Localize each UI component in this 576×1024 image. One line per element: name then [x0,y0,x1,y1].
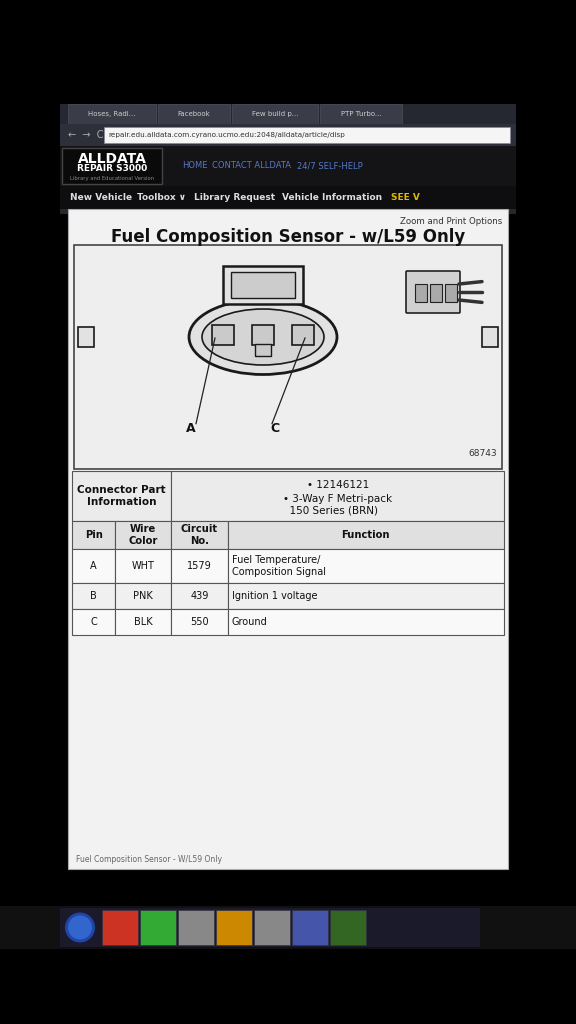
Bar [60,186,516,209]
Bar [231,271,295,298]
Text: 1579: 1579 [187,561,212,571]
Text: Circuit
No.: Circuit No. [181,524,218,546]
Bar [72,549,115,583]
Bar [104,127,510,143]
Text: B: B [90,591,97,601]
Text: Few build p...: Few build p... [252,111,298,117]
Text: Zoom and Print Options: Zoom and Print Options [400,217,502,226]
Text: • 12146121: • 12146121 [306,480,369,490]
Bar [102,910,138,945]
Bar [60,104,516,214]
Text: ALLDATA: ALLDATA [78,152,146,166]
Bar [216,910,252,945]
Text: Fuel Composition Sensor - W/L59 Only: Fuel Composition Sensor - W/L59 Only [76,854,222,863]
Text: SEE V: SEE V [391,193,420,202]
FancyBboxPatch shape [406,271,460,313]
Bar [60,124,516,146]
Text: repair.edu.alldata.com.cyrano.ucmo.edu:2048/alldata/article/disp: repair.edu.alldata.com.cyrano.ucmo.edu:2… [108,132,345,138]
Ellipse shape [189,299,337,375]
Text: A: A [186,422,196,435]
Circle shape [65,912,95,942]
Bar [140,910,176,945]
Text: New Vehicle: New Vehicle [70,193,132,202]
Text: 24/7 SELF-HELP: 24/7 SELF-HELP [297,162,363,171]
Bar [292,325,314,345]
Text: C: C [90,617,97,627]
Text: Library and Educational Version: Library and Educational Version [70,175,154,180]
Text: PNK: PNK [134,591,153,601]
Bar [292,910,328,945]
Bar [74,245,502,469]
Bar [252,325,274,345]
Text: 439: 439 [190,591,209,601]
Text: Library Request: Library Request [194,193,275,202]
Bar [60,146,516,186]
Bar [115,549,172,583]
Circle shape [68,915,92,939]
Bar [115,609,172,635]
Text: Fuel Temperature/
Composition Signal: Fuel Temperature/ Composition Signal [232,555,325,577]
Bar [430,284,442,302]
Bar [415,284,427,302]
Text: Wire
Color: Wire Color [128,524,158,546]
Bar [0,906,576,949]
Bar [72,583,115,609]
Text: 550: 550 [190,617,209,627]
Bar [228,549,504,583]
Text: Vehicle Information: Vehicle Information [282,193,382,202]
Bar [62,148,162,184]
Bar [445,284,457,302]
Bar [172,549,228,583]
Text: A: A [90,561,97,571]
Text: Function: Function [342,530,390,540]
Ellipse shape [202,309,324,365]
Text: BLK: BLK [134,617,153,627]
Bar [172,471,504,521]
Bar [172,583,228,609]
Text: Connector Part
Information: Connector Part Information [77,485,166,507]
Text: WHT: WHT [132,561,155,571]
Text: C: C [271,422,279,435]
Bar [72,521,115,549]
Bar [212,325,234,345]
Text: Toolbox ∨: Toolbox ∨ [137,193,186,202]
Bar [68,209,508,869]
Text: Fuel Composition Sensor - w/L59 Only: Fuel Composition Sensor - w/L59 Only [111,228,465,246]
Bar [254,910,290,945]
Bar [172,521,228,549]
Text: Hoses, Radi...: Hoses, Radi... [88,111,136,117]
Bar [115,583,172,609]
Text: Ground: Ground [232,617,267,627]
Bar [482,327,498,347]
Bar [228,521,504,549]
Bar [72,609,115,635]
Text: REPAIR S3000: REPAIR S3000 [77,164,147,173]
Text: PTP Turbo...: PTP Turbo... [340,111,381,117]
Bar [72,471,172,521]
Bar [320,104,402,124]
Bar [232,104,318,124]
Bar [78,327,94,347]
Bar [115,521,172,549]
Text: CONTACT ALLDATA: CONTACT ALLDATA [212,162,291,171]
Text: HOME: HOME [182,162,207,171]
Bar [228,609,504,635]
Bar [330,910,366,945]
Text: Ignition 1 voltage: Ignition 1 voltage [232,591,317,601]
Text: Pin: Pin [85,530,103,540]
Bar [172,609,228,635]
Text: ←  →  C: ← → C [68,130,104,140]
Bar [60,908,480,947]
Text: Facebook: Facebook [177,111,210,117]
Bar [255,344,271,356]
Bar [178,910,214,945]
Bar [223,265,303,303]
Bar [228,583,504,609]
Text: 68743: 68743 [468,450,497,459]
Bar [68,104,156,124]
Bar [158,104,230,124]
Text: • 3-Way F Metri-pack
  150 Series (BRN): • 3-Way F Metri-pack 150 Series (BRN) [283,494,392,515]
